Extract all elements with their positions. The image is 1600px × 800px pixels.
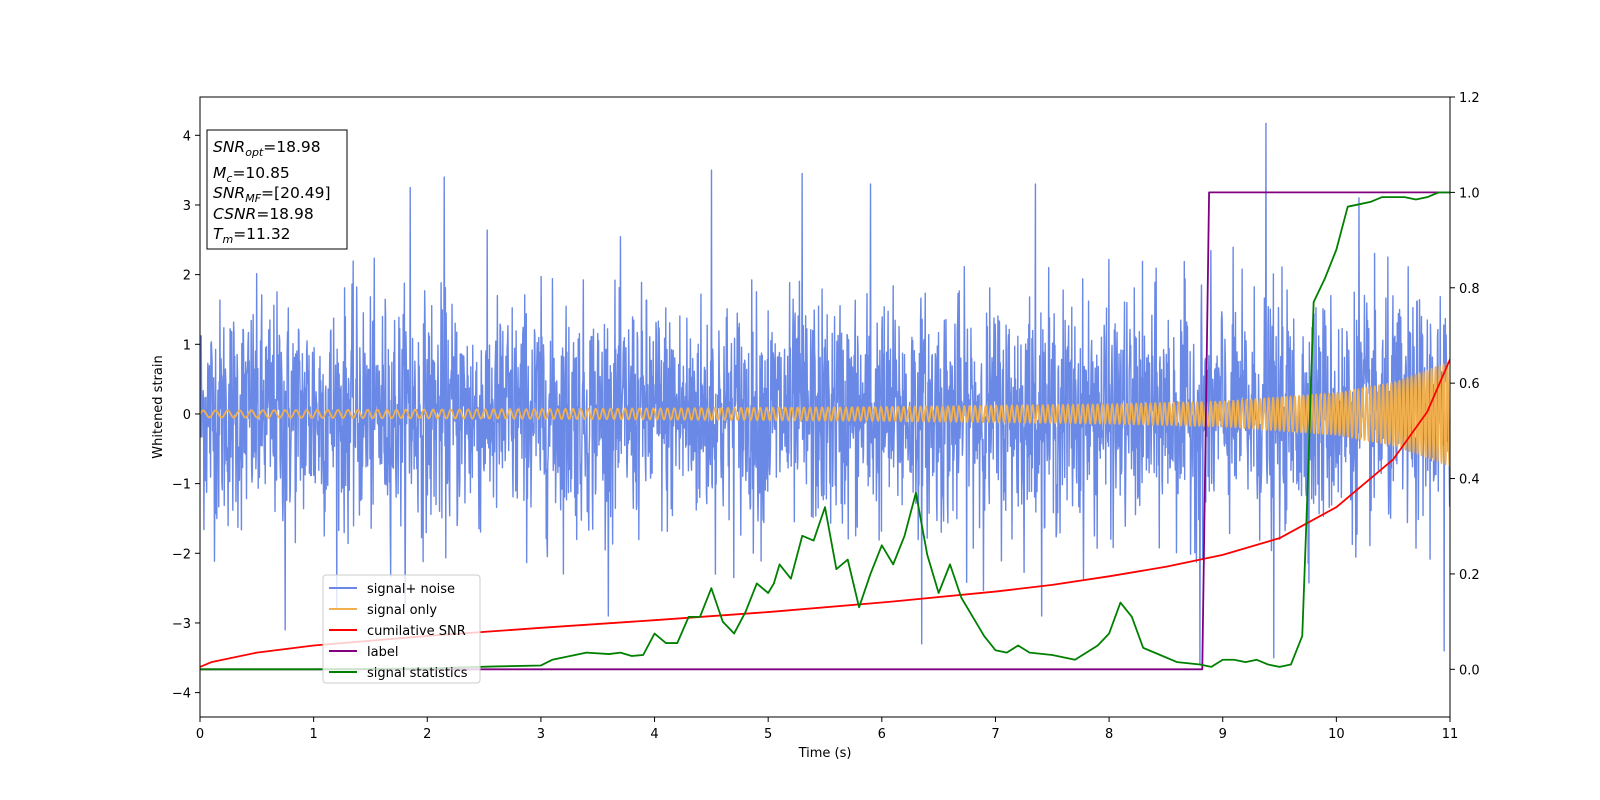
- legend-entry: signal statistics: [367, 666, 468, 681]
- y-tick-label: 2: [183, 269, 191, 284]
- annotation-symbol: SNR: [213, 138, 245, 156]
- x-tick-label: 8: [1105, 727, 1113, 742]
- annotation-symbol: CSNR: [213, 205, 256, 223]
- y-axis-label: Whitened strain: [151, 355, 166, 458]
- annotation-symbol: M: [213, 164, 226, 182]
- legend: signal+ noise signal only cumilative SNR la…: [322, 574, 481, 684]
- annotation-value: =18.98: [256, 205, 313, 223]
- legend-entry: label: [367, 645, 398, 660]
- y-tick-label: 4: [183, 129, 191, 144]
- y-tick-label: −4: [172, 687, 191, 702]
- annotation-subscript: m: [222, 233, 233, 246]
- annotation-symbol: T: [213, 225, 224, 243]
- annotation-value: =[20.49]: [261, 184, 330, 202]
- series-label: [200, 191, 1450, 671]
- x-tick-label: 11: [1442, 727, 1459, 742]
- x-tick-label: 9: [1219, 727, 1227, 742]
- x-tick-label: 7: [991, 727, 999, 742]
- y-tick-label: 1: [183, 338, 191, 353]
- x-tick-label: 3: [537, 727, 545, 742]
- series-signal-noise: [200, 122, 1450, 666]
- legend-entry: signal+ noise: [367, 582, 455, 597]
- y2-tick-label: 0.6: [1459, 377, 1480, 392]
- y-tick-label: −2: [172, 547, 191, 562]
- legend-entry: signal only: [367, 603, 437, 618]
- y-tick-label: 0: [183, 408, 191, 423]
- x-tick-label: 5: [764, 727, 772, 742]
- annotation-value: =18.98: [263, 138, 320, 156]
- series-signal-statistics: [200, 191, 1450, 671]
- x-axis-label: Time (s): [798, 746, 852, 761]
- legend-entry: cumilative SNR: [367, 624, 466, 639]
- y2-tick-label: 0.4: [1459, 473, 1480, 488]
- legend-frame: [322, 574, 481, 684]
- x-tick-label: 10: [1328, 727, 1345, 742]
- annotation-frame: [206, 129, 348, 250]
- annotation-box: SNRopt=18.98Mc=10.85SNRMF=[20.49]CSNR=18…: [206, 129, 348, 250]
- y2-tick-label: 0.8: [1459, 282, 1480, 297]
- annotation-line: Tm=11.32: [213, 225, 291, 246]
- annotation-line: SNRMF=[20.49]: [213, 184, 331, 205]
- series-signal-only: [200, 362, 1450, 467]
- y2-tick-label: 0.2: [1459, 568, 1480, 583]
- series-layer: [200, 122, 1450, 671]
- y-tick-label: −3: [172, 617, 191, 632]
- x-tick-label: 6: [878, 727, 886, 742]
- x-tick-label: 2: [423, 727, 431, 742]
- x-tick-label: 4: [650, 727, 658, 742]
- x-tick-label: 1: [309, 727, 317, 742]
- annotation-value: =10.85: [232, 164, 289, 182]
- annotation-value: =11.32: [233, 225, 290, 243]
- annotation-subscript: MF: [245, 192, 261, 205]
- annotation-symbol: SNR: [213, 184, 245, 202]
- y-tick-label: −1: [172, 478, 191, 493]
- annotation-subscript: opt: [245, 146, 264, 159]
- x-tick-label: 0: [196, 727, 204, 742]
- series-cumilative-snr: [200, 358, 1450, 668]
- annotation-subscript: c: [226, 172, 232, 185]
- annotation-line: SNRopt=18.98: [213, 138, 321, 159]
- y2-tick-label: 1.2: [1459, 91, 1480, 106]
- annotation-line: CSNR=18.98: [213, 205, 314, 223]
- axes-layer: 0 1 2 3 4 5 6 7 8 9 10 1143210−1−2−3−41.21.00.80.60…: [172, 91, 1480, 742]
- y-tick-label: 3: [183, 199, 191, 214]
- y2-tick-label: 0.0: [1459, 663, 1480, 678]
- y2-tick-label: 1.0: [1459, 186, 1480, 201]
- plot-frame: [199, 96, 1451, 718]
- annotation-line: Mc=10.85: [213, 164, 290, 185]
